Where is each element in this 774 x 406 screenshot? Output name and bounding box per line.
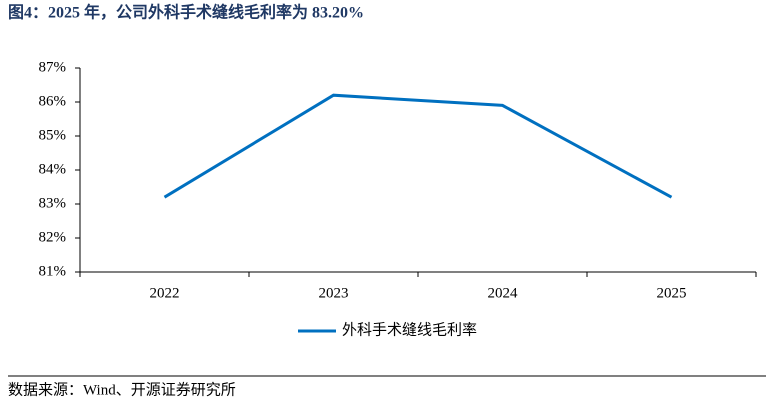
y-tick-label: 82%	[39, 229, 67, 245]
x-tick-label: 2024	[488, 285, 519, 301]
legend-label: 外科手术缝线毛利率	[342, 321, 477, 338]
y-tick-label: 86%	[39, 93, 67, 109]
series-line	[163, 93, 673, 199]
y-tick-label: 87%	[39, 59, 67, 75]
y-tick-label: 83%	[39, 195, 67, 211]
x-tick-label: 2025	[657, 285, 687, 301]
x-tick-label: 2022	[150, 285, 180, 301]
x-tick-label: 2023	[319, 285, 349, 301]
source-note: 数据来源：Wind、开源证券研究所	[8, 381, 236, 398]
y-tick-label: 85%	[39, 127, 67, 143]
y-tick-label: 81%	[39, 263, 67, 279]
chart-title: 图4：2025 年，公司外科手术缝线毛利率为 83.20%	[8, 3, 364, 22]
y-tick-label: 84%	[39, 161, 67, 177]
